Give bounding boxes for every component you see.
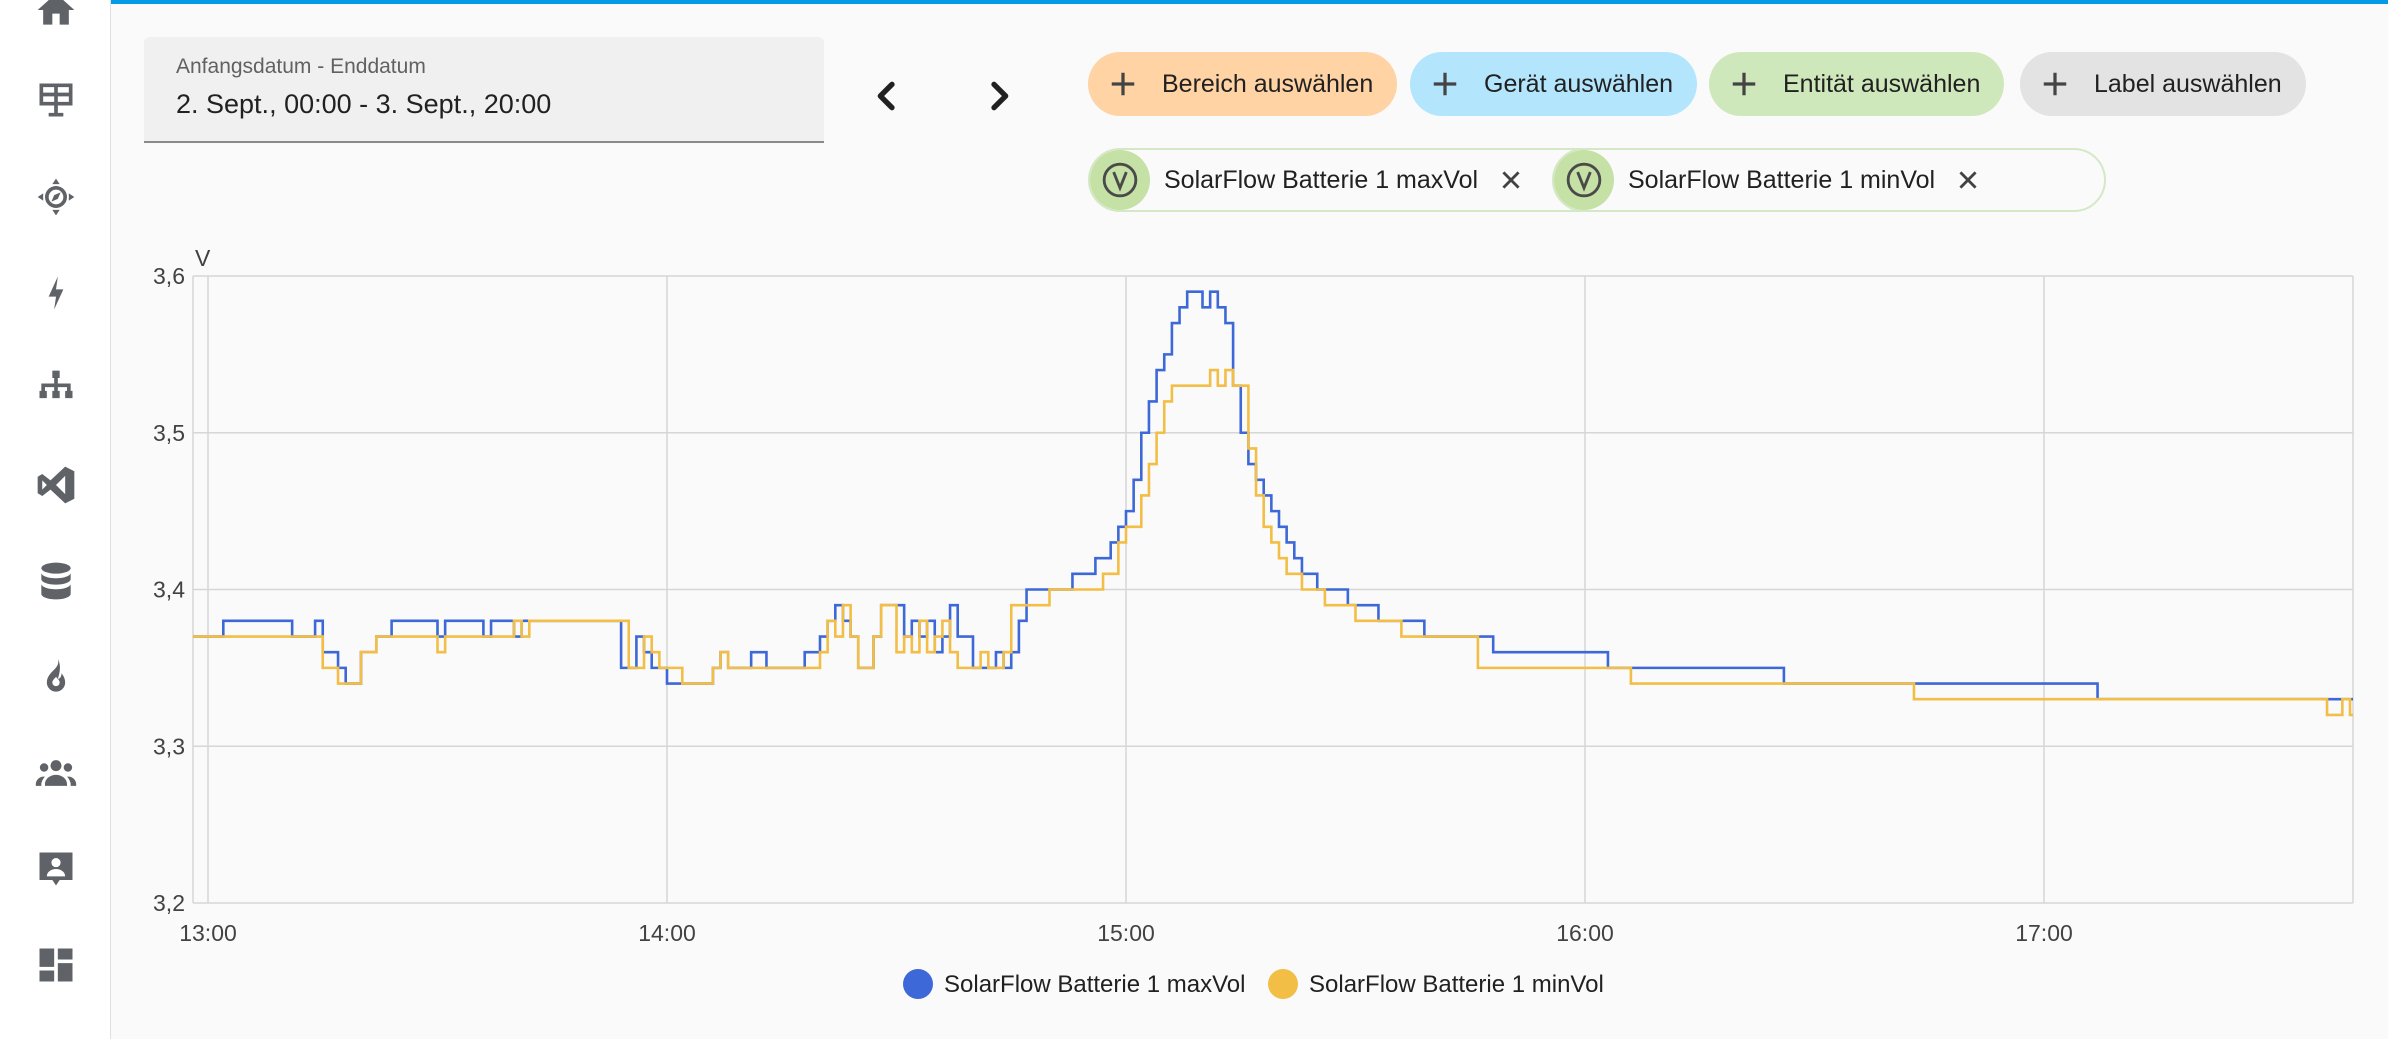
legend-label-minvol: SolarFlow Batterie 1 minVol xyxy=(1309,971,1604,998)
date-range-picker[interactable]: Anfangsdatum - Enddatum 2. Sept., 00:00 … xyxy=(144,37,824,143)
voltage-icon xyxy=(1090,150,1150,210)
chevron-right-icon xyxy=(991,81,1009,111)
y-axis-unit-label: V xyxy=(195,245,211,271)
plus-icon xyxy=(1108,69,1138,99)
energy-icon[interactable] xyxy=(28,265,84,321)
network-icon[interactable] xyxy=(28,361,84,417)
select-device-button[interactable]: Gerät auswählen xyxy=(1410,52,1698,116)
y-tick-label: 3,3 xyxy=(153,733,185,759)
remove-chip-close-icon[interactable] xyxy=(1498,167,1524,193)
sidebar xyxy=(0,0,111,1039)
database-icon[interactable] xyxy=(28,553,84,609)
select-entity-label: Entität auswählen xyxy=(1783,69,1981,98)
chevron-left-icon xyxy=(877,81,895,111)
legend-swatch-maxvol xyxy=(903,969,933,999)
y-tick-label: 3,4 xyxy=(153,577,185,603)
remove-chip-close-icon[interactable] xyxy=(1955,167,1981,193)
plus-icon xyxy=(1729,69,1759,99)
entity-chip-minvol[interactable]: SolarFlow Batterie 1 minVol xyxy=(1552,148,2106,212)
date-range-value: 2. Sept., 00:00 - 3. Sept., 20:00 xyxy=(176,89,552,119)
x-tick-label: 15:00 xyxy=(1097,920,1155,946)
voltage-history-chart[interactable]: 3,2 3,3 3,4 3,5 3,6 13:00 14:00 15:00 16:00 17:00… xyxy=(111,4,2388,1039)
plus-icon xyxy=(1430,69,1460,99)
legend-label-maxvol: SolarFlow Batterie 1 maxVol xyxy=(944,971,1245,998)
people-icon[interactable] xyxy=(28,745,84,801)
y-tick-label: 3,6 xyxy=(153,263,185,289)
select-label-button[interactable]: Label auswählen xyxy=(2020,52,2306,116)
dashboard-icon[interactable] xyxy=(28,937,84,993)
select-device-label: Gerät auswählen xyxy=(1484,69,1674,98)
x-tick-label: 13:00 xyxy=(179,920,237,946)
compass-icon[interactable] xyxy=(28,169,84,225)
entity-chip-label: SolarFlow Batterie 1 minVol xyxy=(1628,165,1936,194)
home-icon[interactable] xyxy=(28,0,84,38)
legend-swatch-minvol xyxy=(1268,969,1298,999)
series-maxvol-line xyxy=(193,290,2353,701)
next-range-button[interactable] xyxy=(969,66,1029,126)
date-range-label: Anfangsdatum - Enddatum xyxy=(176,55,426,78)
vscode-icon[interactable] xyxy=(28,457,84,513)
voltage-icon xyxy=(1554,150,1614,210)
top-accent-bar xyxy=(0,0,2388,4)
x-tick-label: 17:00 xyxy=(2015,920,2073,946)
x-tick-label: 14:00 xyxy=(638,920,696,946)
y-tick-label: 3,2 xyxy=(153,890,185,916)
fire-icon[interactable] xyxy=(28,649,84,705)
x-tick-label: 16:00 xyxy=(1556,920,1614,946)
entity-chip-label: SolarFlow Batterie 1 maxVol xyxy=(1164,165,1479,194)
select-entity-button[interactable]: Entität auswählen xyxy=(1709,52,2005,116)
previous-range-button[interactable] xyxy=(857,66,917,126)
map-icon[interactable] xyxy=(28,72,84,128)
history-panel: Anfangsdatum - Enddatum 2. Sept., 00:00 … xyxy=(111,4,2388,1039)
plus-icon xyxy=(2040,69,2070,99)
person-card-icon[interactable] xyxy=(28,841,84,897)
select-area-label: Bereich auswählen xyxy=(1162,69,1374,98)
y-tick-label: 3,5 xyxy=(153,420,185,446)
select-area-button[interactable]: Bereich auswählen xyxy=(1088,52,1398,116)
series-minvol-line xyxy=(193,368,2353,717)
select-label-label: Label auswählen xyxy=(2094,69,2282,98)
